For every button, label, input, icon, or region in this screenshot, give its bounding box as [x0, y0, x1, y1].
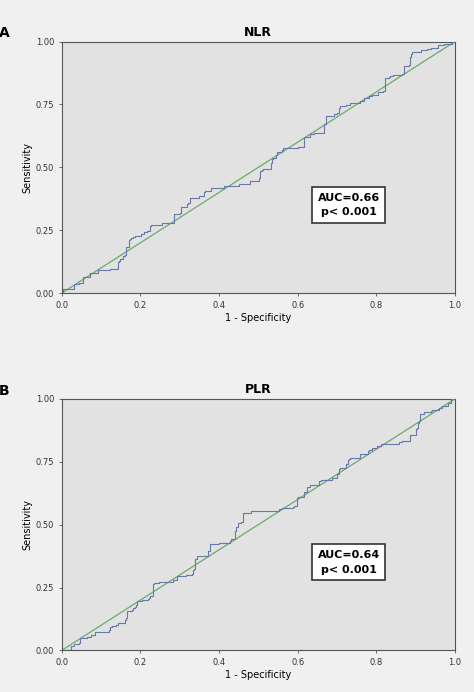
Title: NLR: NLR [244, 26, 273, 39]
Y-axis label: Sensitivity: Sensitivity [23, 142, 33, 193]
X-axis label: 1 - Specificity: 1 - Specificity [225, 313, 292, 322]
Y-axis label: Sensitivity: Sensitivity [23, 499, 33, 550]
Text: AUC=0.64
p< 0.001: AUC=0.64 p< 0.001 [318, 550, 380, 575]
Text: AUC=0.66
p< 0.001: AUC=0.66 p< 0.001 [318, 192, 380, 217]
Text: A: A [0, 26, 9, 40]
Title: PLR: PLR [245, 383, 272, 397]
X-axis label: 1 - Specificity: 1 - Specificity [225, 670, 292, 680]
Text: B: B [0, 384, 9, 398]
